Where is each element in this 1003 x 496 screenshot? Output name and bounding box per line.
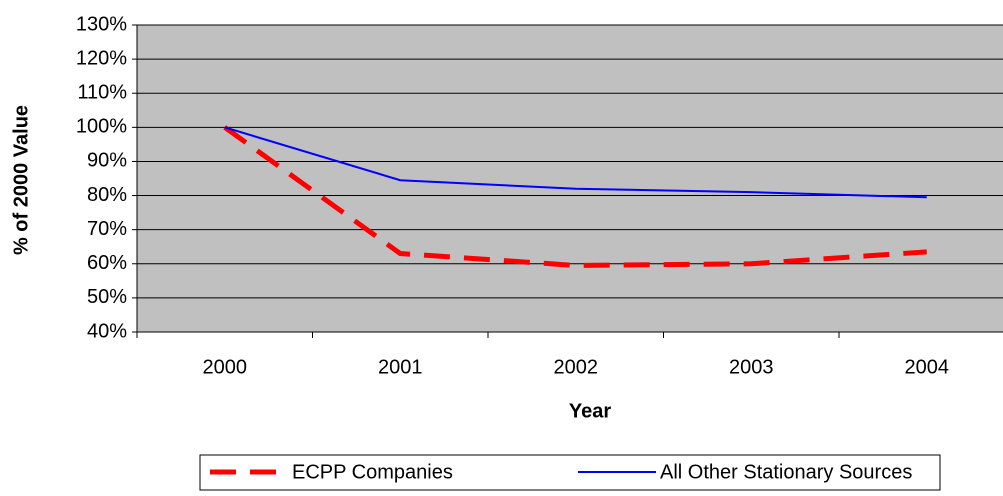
x-tick-label: 2000 bbox=[203, 356, 248, 378]
y-tick-label: 70% bbox=[87, 218, 127, 240]
y-tick-label: 100% bbox=[76, 116, 127, 138]
legend bbox=[199, 454, 941, 491]
plot-area bbox=[137, 25, 1003, 332]
y-tick-label: 80% bbox=[87, 184, 127, 206]
series-line bbox=[223, 125, 927, 268]
y-tick-label: 40% bbox=[87, 320, 127, 342]
series-line bbox=[224, 126, 927, 199]
x-tick-label: 2003 bbox=[729, 356, 774, 378]
y-tick-label: 60% bbox=[87, 252, 127, 274]
x-tick-label: 2002 bbox=[554, 356, 599, 378]
x-tick-label: 2004 bbox=[905, 356, 950, 378]
legend-label: ECPP Companies bbox=[292, 461, 453, 483]
y-tick-label: 130% bbox=[76, 13, 127, 35]
y-tick-label: 110% bbox=[77, 82, 127, 104]
y-tick-label: 50% bbox=[87, 286, 127, 308]
x-axis-label: Year bbox=[569, 400, 611, 422]
y-axis-label: % of 2000 Value bbox=[10, 105, 32, 255]
x-tick-label: 2001 bbox=[378, 356, 423, 378]
legend-label: All Other Stationary Sources bbox=[660, 461, 912, 483]
y-tick-label: 120% bbox=[76, 47, 127, 69]
y-tick-label: 90% bbox=[87, 150, 127, 172]
